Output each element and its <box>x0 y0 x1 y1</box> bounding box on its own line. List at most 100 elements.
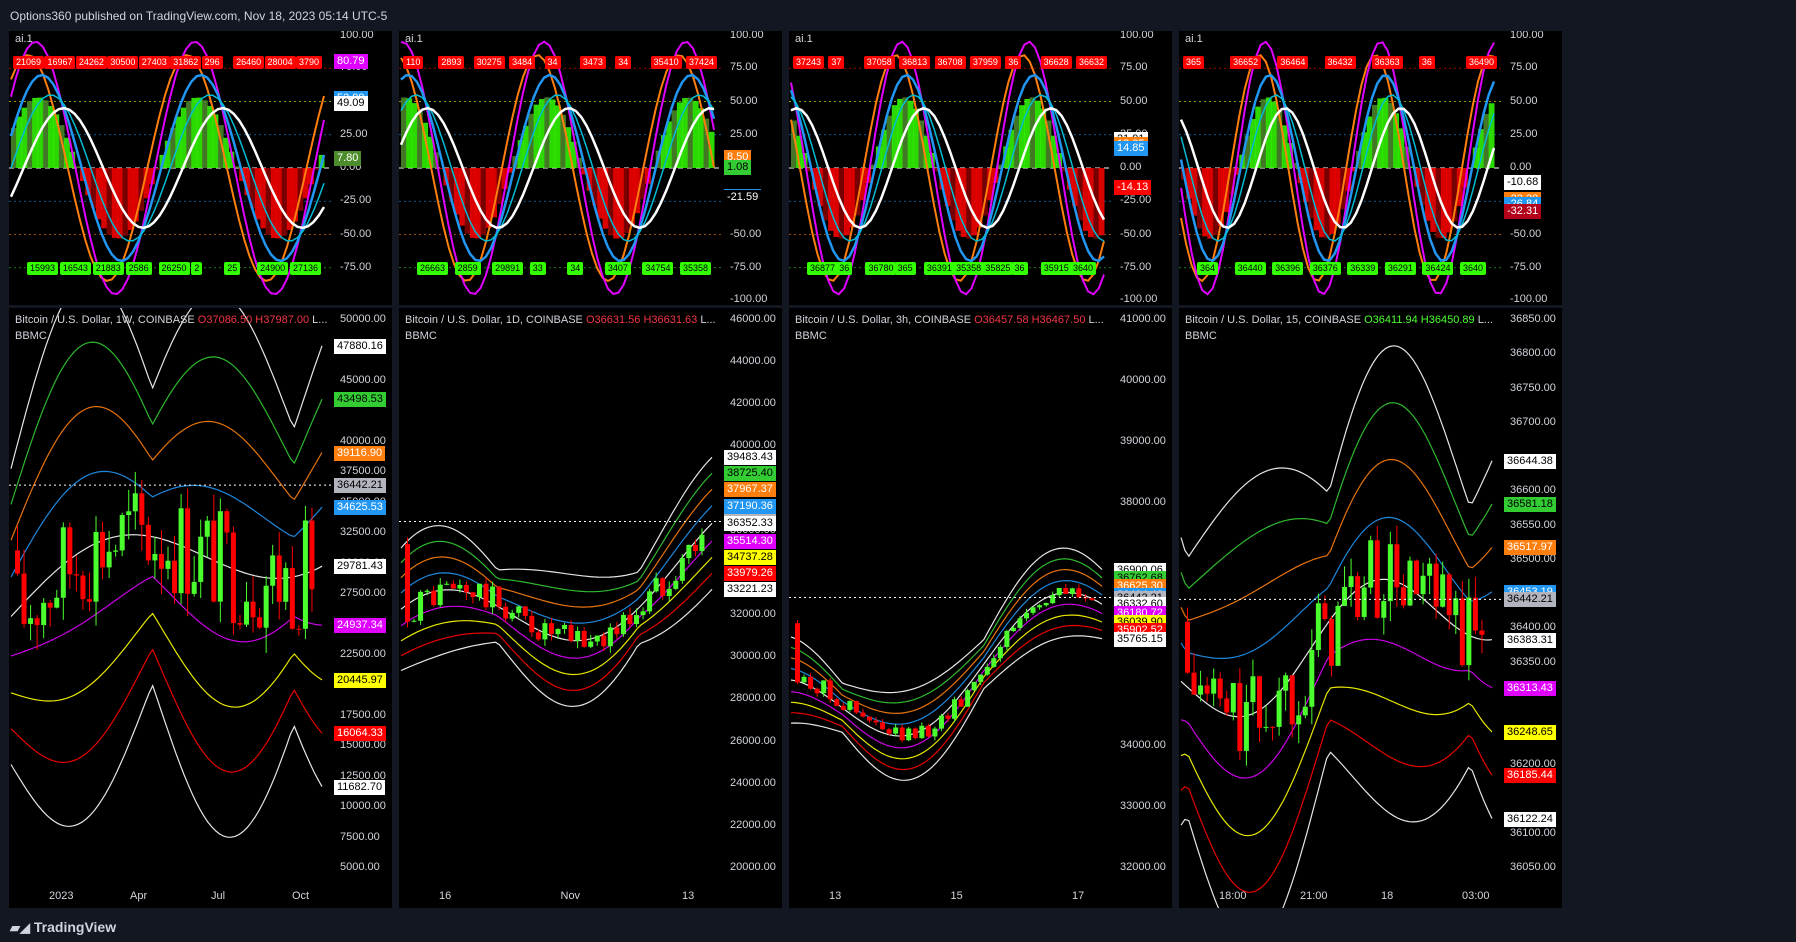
white-line <box>790 106 1106 230</box>
indicator-name[interactable]: BBMC <box>405 330 437 342</box>
oscillator-pane[interactable]: ai.1100.0075.0050.0025.000.00-25.00-50.0… <box>9 31 392 305</box>
histogram-bar <box>1212 168 1219 236</box>
candle-body <box>21 573 27 624</box>
candle-body <box>230 532 236 624</box>
candle-body <box>660 578 666 597</box>
candle-body <box>1459 598 1465 666</box>
signal-label-top: 36432 <box>1324 55 1356 69</box>
price-axis-label: 36050.00 <box>1510 861 1556 873</box>
price-axis-label: 17500.00 <box>340 708 386 721</box>
histogram-bar <box>480 168 487 235</box>
signal-label-bottom: 33 <box>529 261 546 275</box>
signal-label-top: 34 <box>615 55 632 69</box>
candle-body <box>431 590 437 606</box>
histogram-bar <box>164 140 171 168</box>
histogram-bar <box>1303 168 1309 203</box>
candle-body <box>991 658 997 667</box>
candle-body <box>289 568 295 629</box>
band-line <box>10 684 323 838</box>
price-pane[interactable]: Bitcoin / U.S. Dollar, 3h, COINBASE O364… <box>789 308 1172 908</box>
histogram-bar <box>618 168 625 238</box>
histogram-bar <box>1218 168 1224 226</box>
indicator-name[interactable]: BBMC <box>1185 330 1217 342</box>
histogram-bar <box>703 118 710 168</box>
histogram-bar <box>1271 101 1277 168</box>
price-pane[interactable]: Bitcoin / U.S. Dollar, 15, COINBASE O364… <box>1179 308 1562 908</box>
price-axis-label: 50000.00 <box>340 313 386 325</box>
price-axis-label: 33000.00 <box>1120 800 1166 813</box>
histogram-bar <box>11 127 17 168</box>
histogram-bar <box>1040 108 1047 168</box>
price-value-tag: 36185.44 <box>1504 768 1556 784</box>
candle-body <box>86 599 92 602</box>
signal-label-bottom: 36291 <box>1384 261 1416 275</box>
histogram-bar <box>1082 168 1089 231</box>
candle-body <box>309 520 315 590</box>
signal-label-top: 36490 <box>1466 55 1498 69</box>
blue-line <box>9 73 326 263</box>
band-line <box>400 540 713 659</box>
publish-header: Options360 published on TradingView.com,… <box>0 0 1796 30</box>
histogram-bar <box>270 168 277 239</box>
osc-value-tag: 1.08 <box>724 159 752 175</box>
price-pane[interactable]: Bitcoin / U.S. Dollar, 1W, COINBASE O370… <box>9 308 392 908</box>
price-value-tag: 33221.23 <box>724 582 776 598</box>
price-axis-label: 22000.00 <box>730 818 776 831</box>
indicator-name[interactable]: BBMC <box>15 330 47 342</box>
price-axis-label: 10000.00 <box>340 800 386 813</box>
osc-axis-label: -100.00 <box>730 293 768 305</box>
histogram-bar <box>1255 106 1262 168</box>
orange-line <box>10 54 325 282</box>
histogram-bar <box>1260 99 1267 168</box>
osc-value-tag: -14.13 <box>1114 179 1152 195</box>
price-pane[interactable]: Bitcoin / U.S. Dollar, 1D, COINBASE O366… <box>399 308 782 908</box>
candle-body <box>1224 698 1230 713</box>
signal-label-bottom: 36877 <box>807 261 839 275</box>
signal-label-bottom: 36440 <box>1234 261 1266 275</box>
price-axis-label: 45000.00 <box>340 373 386 386</box>
symbol-legend[interactable]: Bitcoin / U.S. Dollar, 1W, COINBASE O370… <box>15 314 327 326</box>
candle-body <box>1466 597 1472 666</box>
histogram-bar <box>1488 103 1495 168</box>
price-value-tag: 36517.97 <box>1504 540 1556 556</box>
histogram-bar <box>634 168 641 214</box>
histogram-bar <box>586 168 593 191</box>
price-axis-label: 36400.00 <box>1510 621 1556 634</box>
histogram-bar <box>1098 168 1105 236</box>
histogram-bar <box>891 105 898 168</box>
signal-label-top: 3790 <box>296 55 323 69</box>
price-axis-label: 26000.00 <box>730 734 776 747</box>
oscillator-pane[interactable]: ai.1100.0075.0050.0025.000.00-25.00-50.0… <box>399 31 782 305</box>
band-line <box>790 624 1103 771</box>
histogram-bar <box>1019 105 1025 168</box>
osc-value-tag: -32.31 <box>1504 203 1542 219</box>
histogram-bar <box>308 168 314 185</box>
band-line <box>790 603 1103 749</box>
candle-body <box>588 641 594 647</box>
tradingview-logo[interactable]: ▰◢ TradingView <box>10 919 116 936</box>
time-axis-label: 15 <box>950 890 963 902</box>
signal-label-top: 37424 <box>686 55 718 69</box>
symbol-legend[interactable]: Bitcoin / U.S. Dollar, 1D, COINBASE O366… <box>405 314 716 326</box>
histogram-bar <box>101 168 107 229</box>
candle-body <box>575 630 581 641</box>
oscillator-pane[interactable]: ai.1100.0075.0050.0025.000.00-25.00-50.0… <box>789 31 1172 305</box>
candle-body <box>542 623 548 640</box>
symbol-legend[interactable]: Bitcoin / U.S. Dollar, 3h, COINBASE O364… <box>795 314 1104 326</box>
candle-body <box>237 623 243 625</box>
signal-label-bottom: 26250 <box>158 261 190 275</box>
histogram-bar <box>464 168 471 234</box>
histogram-bar <box>1472 147 1479 168</box>
indicator-name[interactable]: BBMC <box>795 330 827 342</box>
histogram-bar <box>95 168 102 220</box>
histogram-bar <box>523 125 529 168</box>
price-value-tag: 33979.26 <box>724 566 776 582</box>
candle-body <box>627 614 633 625</box>
candle-body <box>204 520 210 537</box>
oscillator-pane[interactable]: ai.1100.0075.0050.0025.000.00-25.00-50.0… <box>1179 31 1562 305</box>
signal-label-top: 37058 <box>863 55 895 69</box>
candle-body <box>1296 715 1302 725</box>
osc-value-tag: 14.85 <box>1114 141 1148 157</box>
symbol-legend[interactable]: Bitcoin / U.S. Dollar, 15, COINBASE O364… <box>1185 314 1493 326</box>
histogram-bar <box>692 101 699 168</box>
